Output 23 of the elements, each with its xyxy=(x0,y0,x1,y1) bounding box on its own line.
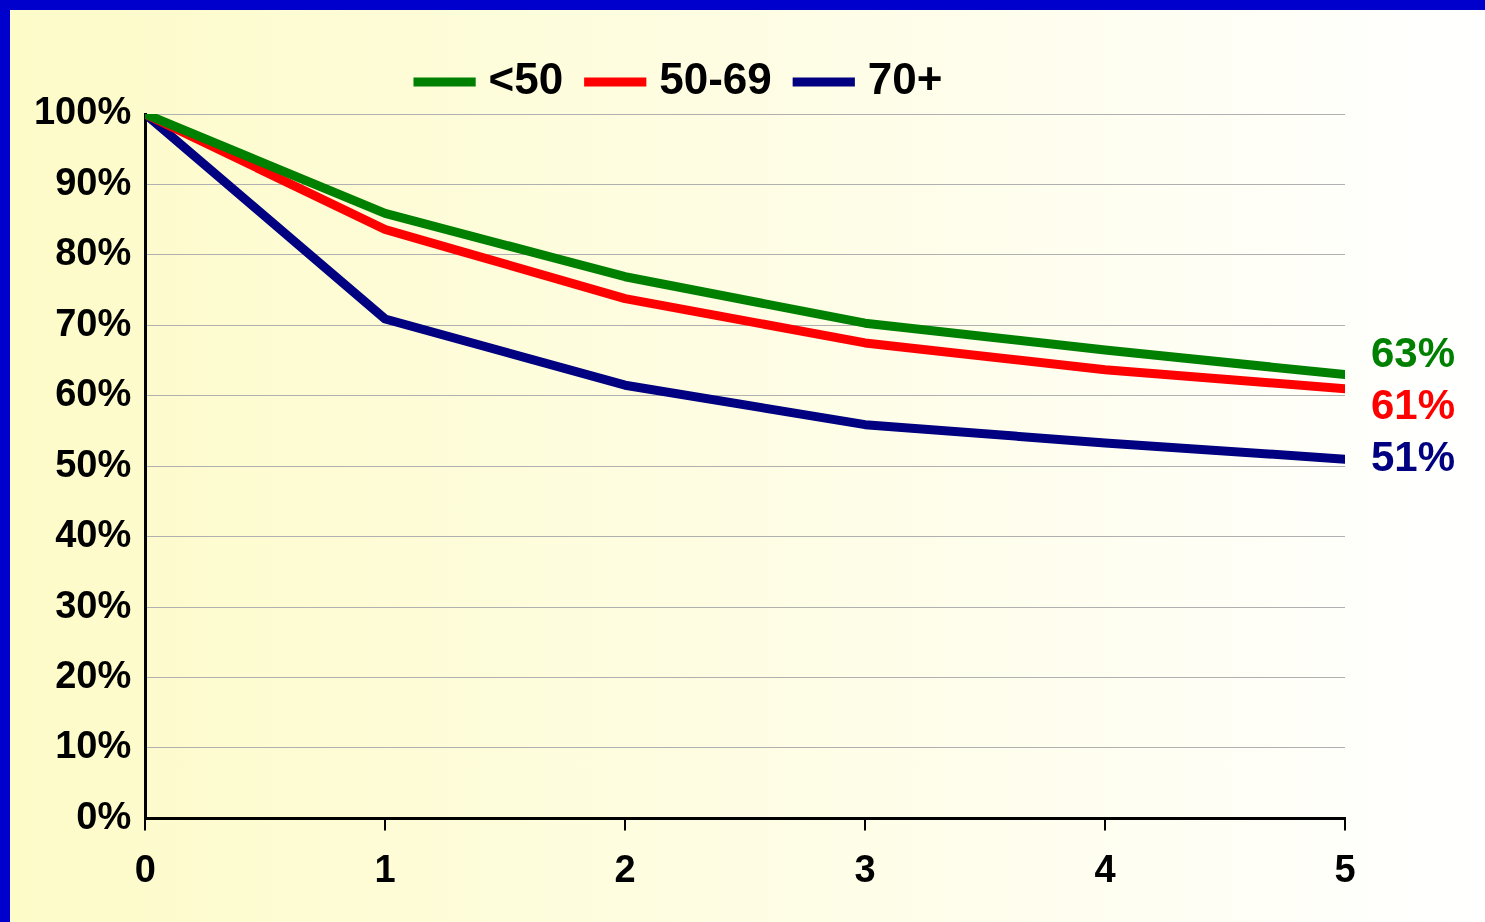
y-tick-label: 20% xyxy=(55,654,132,696)
y-tick-label: 90% xyxy=(55,160,132,203)
x-tick-label: 3 xyxy=(854,847,876,890)
data-label: 63% xyxy=(1371,328,1456,376)
x-tick-label: 4 xyxy=(1094,847,1116,890)
y-tick-label: 50% xyxy=(55,442,132,485)
y-tick-label: 80% xyxy=(55,231,132,274)
y-tick-label: 70% xyxy=(55,301,132,344)
y-tick-label: 0% xyxy=(76,794,132,837)
data-label: 51% xyxy=(1371,432,1456,480)
y-tick-label: 100% xyxy=(33,90,132,133)
x-tick-label: 5 xyxy=(1334,847,1356,890)
y-tick-label: 30% xyxy=(55,583,132,626)
x-tick-label: 0 xyxy=(134,847,156,890)
data-label: 61% xyxy=(1371,380,1456,428)
y-tick-label: 40% xyxy=(55,513,132,556)
y-tick-label: 10% xyxy=(55,724,132,767)
y-tick-label: 60% xyxy=(55,372,132,415)
x-tick-label: 2 xyxy=(614,847,636,890)
legend-label: 70+ xyxy=(867,54,943,104)
x-tick-label: 1 xyxy=(374,847,396,890)
legend-label: <50 xyxy=(488,54,564,104)
legend-label: 50-69 xyxy=(659,54,772,104)
